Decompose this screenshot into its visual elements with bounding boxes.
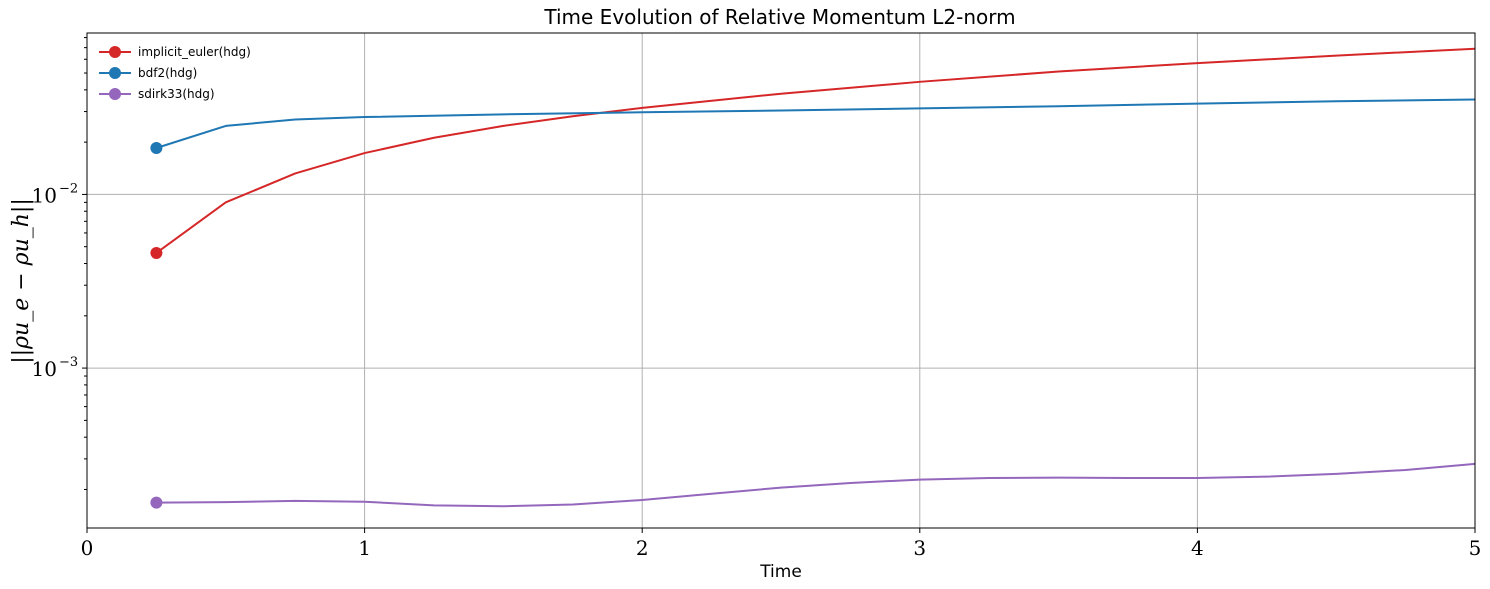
legend-label: implicit_euler(hdg) (138, 45, 251, 59)
legend-marker (109, 88, 121, 100)
legend-label: sdirk33(hdg) (138, 87, 215, 101)
x-tick-label: 2 (636, 536, 649, 560)
x-tick-label: 4 (1191, 536, 1204, 560)
x-tick-label: 0 (81, 536, 94, 560)
x-tick-label: 5 (1469, 536, 1482, 560)
chart-title: Time Evolution of Relative Momentum L2-n… (543, 5, 1015, 29)
legend-label: bdf2(hdg) (138, 66, 197, 80)
x-axis-label: Time (759, 562, 802, 582)
series-start-marker (150, 142, 163, 155)
series-line (156, 462, 1476, 508)
legend-item: bdf2(hdg) (99, 66, 197, 80)
legend: implicit_euler(hdg) bdf2(hdg) sdirk33(hdg) (99, 45, 251, 101)
series-layer (150, 47, 1476, 509)
legend-marker (109, 46, 121, 58)
series-line (156, 98, 1476, 149)
series-start-marker (150, 246, 163, 259)
legend-item: sdirk33(hdg) (99, 87, 215, 101)
series-1 (150, 98, 1476, 155)
y-tick-exponent: −3 (59, 355, 78, 370)
legend-marker (109, 67, 121, 79)
x-tick-label: 1 (358, 536, 371, 560)
grid (87, 33, 1475, 528)
y-tick-exponent: −2 (59, 181, 78, 196)
y-axis-ticks: 10−210−3 (32, 37, 87, 490)
y-axis-label: ||ρu_e − ρu_h|| (9, 198, 34, 363)
x-axis-ticks: 0 1 2 3 4 5 (81, 528, 1482, 560)
series-start-marker (150, 496, 163, 509)
plot-frame (86, 32, 1476, 529)
y-tick-base: 10 (32, 183, 57, 207)
legend-item: implicit_euler(hdg) (99, 45, 251, 59)
x-tick-label: 3 (913, 536, 926, 560)
series-2 (150, 462, 1476, 509)
y-tick-base: 10 (32, 357, 57, 381)
